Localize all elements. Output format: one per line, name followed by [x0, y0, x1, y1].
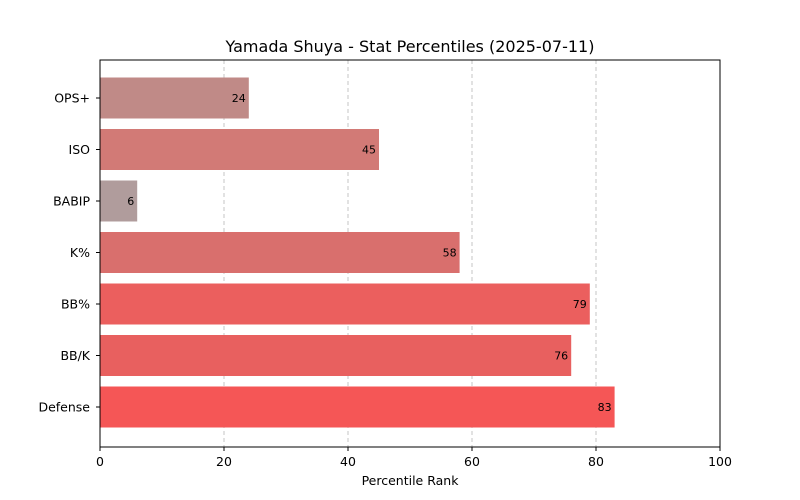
x-axis-label: Percentile Rank [362, 473, 460, 488]
bar [100, 232, 460, 273]
bar [100, 283, 590, 325]
x-tick-label: 60 [464, 454, 480, 469]
x-tick-label: 40 [340, 454, 356, 469]
chart-title: Yamada Shuya - Stat Percentiles (2025-07… [225, 37, 595, 56]
plot-frame [99, 59, 721, 448]
y-tick-label: BB% [61, 297, 90, 312]
bar-value-label: 79 [573, 298, 587, 311]
bar-value-label: 24 [232, 92, 246, 105]
bar-group [100, 77, 615, 428]
bar [100, 129, 379, 170]
bar [100, 386, 615, 428]
y-tick-label: ISO [69, 142, 91, 157]
grid-lines [223, 60, 597, 447]
y-axis-ticks: OPS+ ISO BABIP K% BB% BB/K Defense [38, 91, 100, 415]
x-tick-label: 0 [96, 454, 104, 469]
x-tick-label: 100 [708, 454, 732, 469]
y-tick-label: BABIP [53, 194, 90, 209]
y-tick-label: OPS+ [54, 91, 90, 106]
bar [100, 180, 138, 222]
x-axis-ticks: 0 20 40 60 80 100 [96, 447, 732, 469]
y-tick-label: Defense [38, 400, 90, 415]
bar [100, 335, 572, 376]
bar-value-label: 76 [554, 350, 568, 363]
bar-value-label: 6 [127, 195, 134, 208]
y-tick-label: K% [70, 245, 90, 260]
data-label-group: 24 45 6 58 79 76 83 [127, 92, 611, 414]
y-tick-label: BB/K [60, 348, 90, 363]
bar-value-label: 45 [362, 144, 376, 157]
bar [100, 77, 249, 119]
x-tick-label: 20 [216, 454, 232, 469]
bar-value-label: 83 [598, 401, 612, 414]
bar-value-label: 58 [443, 247, 457, 260]
x-tick-label: 80 [588, 454, 604, 469]
